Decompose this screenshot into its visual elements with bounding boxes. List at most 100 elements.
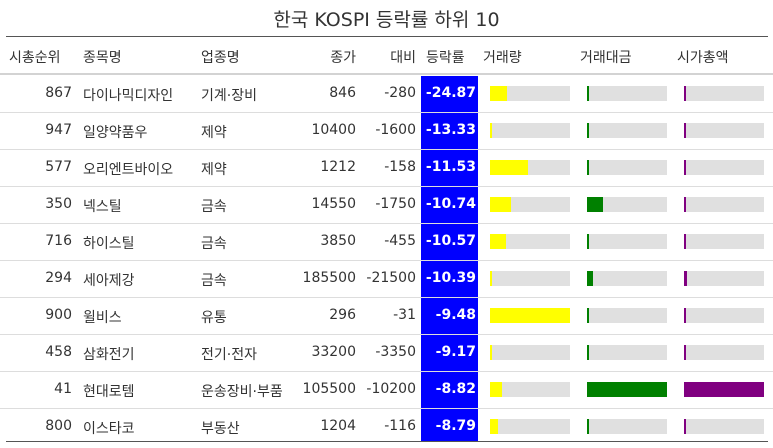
diff-cell: -116 <box>384 418 416 434</box>
value-bar <box>587 123 589 138</box>
value-bar-track <box>587 382 667 397</box>
cap-bar <box>684 271 688 286</box>
close-cell: 185500 <box>302 270 356 286</box>
name-cell: 오리엔트바이오 <box>83 162 174 178</box>
value-bar-track <box>587 271 667 286</box>
cap-bar-track <box>684 271 764 286</box>
close-cell: 846 <box>329 85 356 101</box>
cap-bar <box>684 382 764 397</box>
value-bar-track <box>587 123 667 138</box>
rank-cell: 41 <box>54 381 72 397</box>
cap-bar <box>684 234 686 249</box>
change-cell: -9.48 <box>435 307 476 323</box>
value-bar-track <box>587 160 667 175</box>
table-row: 350 넥스틸 금속 14550 -1750 -10.74 <box>0 187 773 224</box>
cap-bar <box>684 160 686 175</box>
volume-bar <box>490 271 492 286</box>
volume-bar-track <box>490 234 570 249</box>
sector-cell: 운송장비·부품 <box>201 384 283 400</box>
table-row: 294 세아제강 금속 185500 -21500 -10.39 <box>0 261 773 298</box>
close-cell: 1204 <box>320 418 356 434</box>
volume-bar <box>490 86 507 101</box>
rank-cell: 900 <box>45 307 72 323</box>
volume-bar <box>490 419 498 434</box>
value-bar <box>587 308 589 323</box>
value-bar <box>587 160 590 175</box>
value-bar <box>587 234 590 249</box>
diff-cell: -3350 <box>375 344 416 360</box>
change-cell: -8.82 <box>435 381 476 397</box>
name-cell: 일양약품우 <box>83 125 148 141</box>
rank-cell: 947 <box>45 122 72 138</box>
close-cell: 14550 <box>311 196 356 212</box>
diff-cell: -158 <box>384 159 416 175</box>
cap-bar-track <box>684 382 764 397</box>
name-cell: 다이나믹디자인 <box>83 88 174 104</box>
diff-cell: -1750 <box>375 196 416 212</box>
value-bar <box>587 345 589 360</box>
value-bar <box>587 197 603 212</box>
change-cell: -13.33 <box>425 122 476 138</box>
value-bar-track <box>587 86 667 101</box>
close-cell: 33200 <box>311 344 356 360</box>
diff-cell: -31 <box>393 307 416 323</box>
close-cell: 1212 <box>320 159 356 175</box>
volume-bar-track <box>490 419 570 434</box>
rank-cell: 716 <box>45 233 72 249</box>
change-cell: -9.17 <box>435 344 476 360</box>
header-rank: 시총순위 <box>9 50 61 66</box>
rank-cell: 458 <box>45 344 72 360</box>
volume-bar-track <box>490 160 570 175</box>
change-cell: -24.87 <box>425 85 476 101</box>
name-cell: 넥스틸 <box>83 199 122 215</box>
cap-bar <box>684 123 686 138</box>
table-title: 한국 KOSPI 등락률 하위 10 <box>273 9 500 31</box>
diff-cell: -280 <box>384 85 416 101</box>
rank-cell: 294 <box>45 270 72 286</box>
diff-cell: -21500 <box>366 270 416 286</box>
cap-bar-track <box>684 123 764 138</box>
cap-bar <box>684 308 686 323</box>
volume-bar <box>490 123 492 138</box>
volume-bar <box>490 160 528 175</box>
cap-bar <box>684 419 686 434</box>
name-cell: 세아제강 <box>83 273 135 289</box>
header-diff: 대비 <box>390 50 416 66</box>
volume-bar-track <box>490 308 570 323</box>
change-cell: -8.79 <box>435 418 476 434</box>
table-row: 800 이스타코 부동산 1204 -116 -8.79 <box>0 409 773 446</box>
table-row: 41 현대로템 운송장비·부품 105500 -10200 -8.82 <box>0 372 773 409</box>
cap-bar-track <box>684 160 764 175</box>
change-cell: -11.53 <box>425 159 476 175</box>
rank-cell: 800 <box>45 418 72 434</box>
change-cell: -10.39 <box>425 270 476 286</box>
volume-bar <box>490 345 492 360</box>
value-bar-track <box>587 345 667 360</box>
table-row: 458 삼화전기 전기·전자 33200 -3350 -9.17 <box>0 335 773 372</box>
table-header: 시총순위 종목명 업종명 종가 대비 등락률 거래량 거래대금 시가총액 <box>0 37 773 75</box>
volume-bar-track <box>490 271 570 286</box>
header-cap: 시가총액 <box>677 50 729 66</box>
value-bar <box>587 419 589 434</box>
table-row: 947 일양약품우 제약 10400 -1600 -13.33 <box>0 113 773 150</box>
sector-cell: 전기·전자 <box>201 347 257 363</box>
diff-cell: -1600 <box>375 122 416 138</box>
close-cell: 296 <box>329 307 356 323</box>
close-cell: 105500 <box>302 381 356 397</box>
top-rule <box>6 36 768 37</box>
cap-bar-track <box>684 345 764 360</box>
table-row: 577 오리엔트바이오 제약 1212 -158 -11.53 <box>0 150 773 187</box>
sector-cell: 제약 <box>201 162 227 178</box>
cap-bar-track <box>684 197 764 212</box>
header-sector: 업종명 <box>201 50 240 66</box>
cap-bar-track <box>684 419 764 434</box>
cap-bar <box>684 86 686 101</box>
value-bar <box>587 271 594 286</box>
sector-cell: 금속 <box>201 273 227 289</box>
value-bar <box>587 382 667 397</box>
change-cell: -10.74 <box>425 196 476 212</box>
change-cell: -10.57 <box>425 233 476 249</box>
table-row: 716 하이스틸 금속 3850 -455 -10.57 <box>0 224 773 261</box>
cap-bar-track <box>684 86 764 101</box>
